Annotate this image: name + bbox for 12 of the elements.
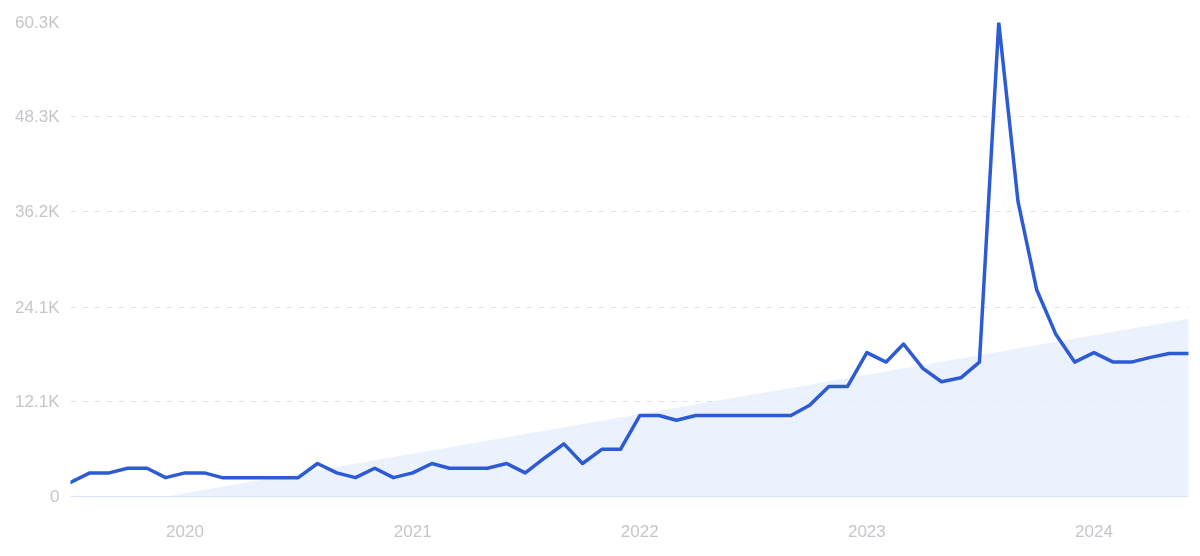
y-tick-label: 36.2K: [15, 202, 61, 222]
y-tick-label: 12.1K: [15, 391, 61, 411]
line-series: [70, 22, 1189, 485]
x-tick-label: 2022: [620, 521, 659, 541]
x-tick-label: 2023: [847, 521, 886, 541]
x-tick-label: 2024: [1075, 521, 1113, 541]
x-tick-label: 2021: [393, 521, 432, 541]
x-tick-label: 2020: [166, 521, 204, 541]
y-tick-label: 0: [50, 487, 60, 506]
y-tick-label: 24.1K: [15, 297, 61, 317]
y-tick-label: 60.3K: [15, 13, 61, 32]
y-tick-label: 48.3K: [15, 107, 61, 127]
